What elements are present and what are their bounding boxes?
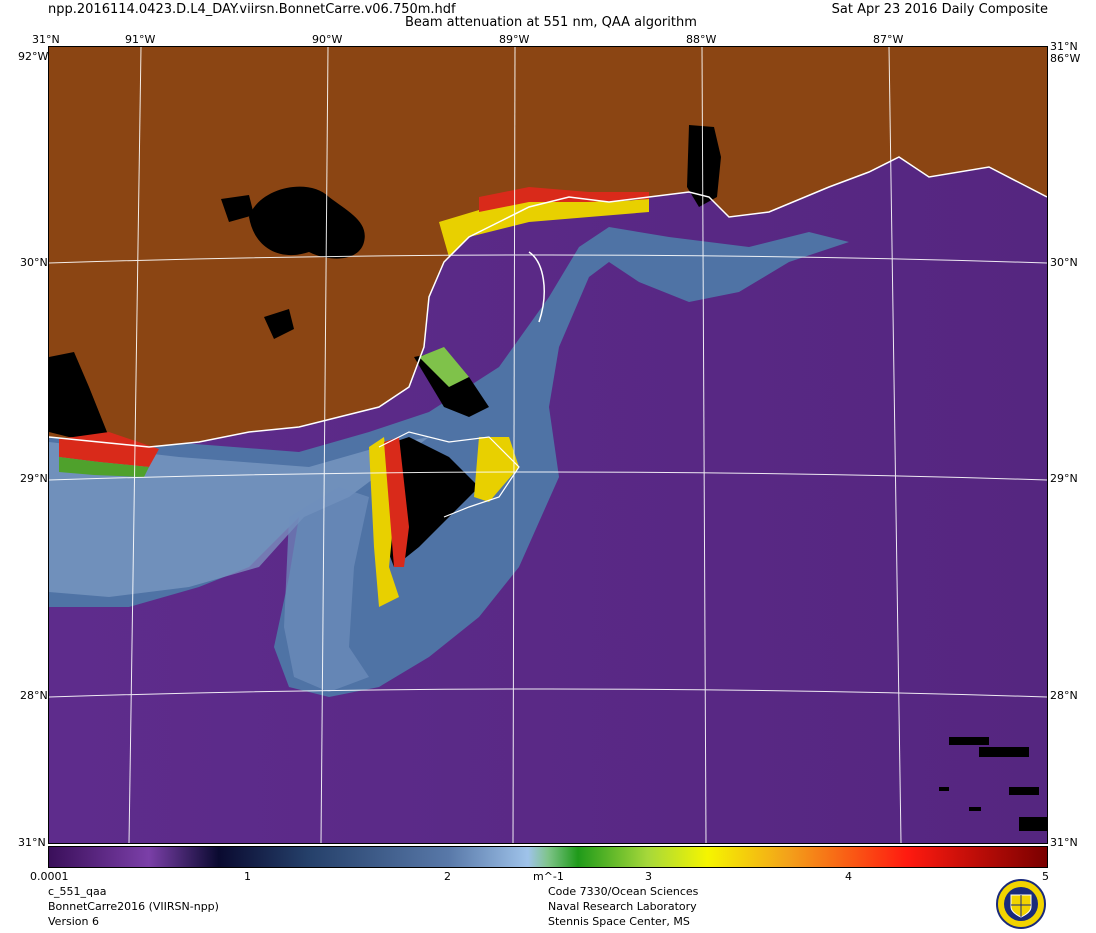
corner-lat-top-right: 31°N <box>1050 40 1078 53</box>
mobile-bay <box>687 125 721 207</box>
colorbar-tick-2: 2 <box>444 870 451 883</box>
lon-label-89w: 89°W <box>499 33 530 46</box>
colorbar-gradient <box>49 847 1047 867</box>
coastal-pond <box>264 309 294 339</box>
parallel-28n <box>49 688 1047 698</box>
nrl-seal-icon <box>996 879 1046 929</box>
lon-label-91w: 91°W <box>125 33 156 46</box>
corner-lat-bottom-right: 31°N <box>1050 836 1078 849</box>
coastline <box>49 156 1047 448</box>
meridian-91w <box>128 47 142 843</box>
corner-lon-top-right: 86°W <box>1050 52 1081 65</box>
file-name: npp.2016114.0423.D.L4_DAY.viirsn.BonnetC… <box>48 2 456 17</box>
colorbar-unit: m^-1 <box>533 870 564 883</box>
map-title: Beam attenuation at 551 nm, QAA algorith… <box>405 15 697 30</box>
footer-org-code: Code 7330/Ocean Sciences <box>548 885 699 898</box>
lon-label-87w: 87°W <box>873 33 904 46</box>
turbid-band-coast-ms <box>439 197 649 257</box>
colorbar-tick-max: 5 <box>1042 870 1049 883</box>
lon-label-90w: 90°W <box>312 33 343 46</box>
meridian-90w <box>320 47 329 843</box>
turbid-band-delta-red <box>384 437 409 567</box>
lat-label-left-28n: 28°N <box>20 689 48 702</box>
turbid-band-east-delta <box>474 437 519 502</box>
meridian-87w <box>888 47 902 843</box>
corner-lat-top-left: 31°N <box>32 33 60 46</box>
meridian-88w <box>701 47 707 843</box>
turbid-band-delta <box>369 437 399 607</box>
meridian-89w <box>512 47 516 843</box>
turbid-band-coast-ms-red <box>479 187 649 212</box>
parallel-29n <box>49 471 1047 481</box>
colorbar-tick-4: 4 <box>845 870 852 883</box>
lat-label-right-28n: 28°N <box>1050 689 1078 702</box>
corner-lat-bottom-left: 31°N <box>18 836 46 849</box>
plume-tongue <box>284 487 369 692</box>
colorbar-tick-1: 1 <box>244 870 251 883</box>
turbid-band-chandeleur <box>419 347 469 387</box>
bayou-nodata <box>49 352 109 437</box>
lat-label-left-30n: 30°N <box>20 256 48 269</box>
composite-date: Sat Apr 23 2016 Daily Composite <box>831 2 1048 17</box>
land-mass <box>49 47 1047 447</box>
footer-version: Version 6 <box>48 915 99 928</box>
turbid-band-west-green <box>59 457 149 477</box>
graticule <box>49 47 1047 843</box>
delta-outline <box>378 431 520 518</box>
parallel-30n <box>49 254 1047 264</box>
colorbar-tick-min: 0.0001 <box>30 870 69 883</box>
footer-org-name: Naval Research Laboratory <box>548 900 697 913</box>
lon-label-88w: 88°W <box>686 33 717 46</box>
lake-pontchartrain <box>249 186 365 259</box>
footer-product: c_551_qaa <box>48 885 107 898</box>
corner-lon-top-left: 92°W <box>18 50 49 63</box>
colorbar-tick-3: 3 <box>645 870 652 883</box>
colorbar <box>48 846 1048 868</box>
lake-maurepas <box>221 195 254 222</box>
map-canvas <box>49 47 1047 843</box>
nodata-speckles <box>939 737 1047 831</box>
footer-org-location: Stennis Space Center, MS <box>548 915 690 928</box>
footer-dataset: BonnetCarre2016 (VIIRSN-npp) <box>48 900 219 913</box>
lat-label-right-29n: 29°N <box>1050 472 1078 485</box>
lat-label-left-29n: 29°N <box>20 472 48 485</box>
lat-label-right-30n: 30°N <box>1050 256 1078 269</box>
map-panel <box>48 46 1048 844</box>
